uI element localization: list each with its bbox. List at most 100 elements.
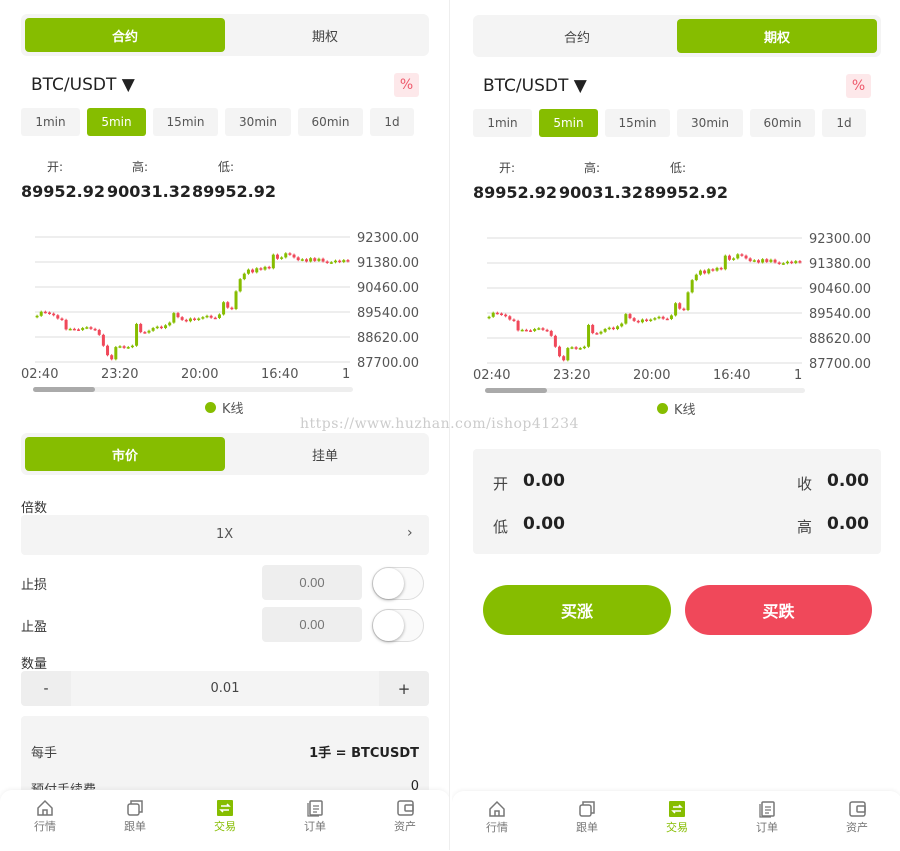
nav-item-copy[interactable]: 跟单 <box>90 790 180 850</box>
candle <box>603 327 607 333</box>
nav-item-wallet[interactable]: 资产 <box>360 790 449 850</box>
candle <box>130 344 134 349</box>
nav-item-order[interactable]: 订单 <box>722 791 812 851</box>
candle <box>790 260 794 265</box>
candle <box>230 306 234 311</box>
open-value: 89952.92 <box>473 183 558 202</box>
candle <box>213 316 217 320</box>
quantity-plus-button[interactable]: + <box>379 671 429 706</box>
candle <box>159 325 163 330</box>
candle <box>599 330 603 335</box>
tab-options[interactable]: 期权 <box>311 29 338 45</box>
quantity-input[interactable]: 0.01 <box>210 681 240 696</box>
interval-1min[interactable]: 1min <box>21 108 80 136</box>
candle <box>665 317 669 321</box>
interval-1min[interactable]: 1min <box>473 109 532 137</box>
nav-label: 行情 <box>486 821 508 834</box>
tab-market[interactable]: 市价 <box>25 437 225 471</box>
tab-contract[interactable]: 合约 <box>25 18 225 52</box>
candle <box>122 345 126 349</box>
buy-up-button[interactable]: 买涨 <box>483 585 671 635</box>
mode-tabs: 合约 期权 <box>473 15 881 57</box>
interval-5min[interactable]: 5min <box>87 108 146 136</box>
candle <box>284 252 288 259</box>
interval-60min[interactable]: 60min <box>750 109 815 137</box>
candle <box>114 345 118 361</box>
candle <box>325 260 329 264</box>
candle <box>765 258 769 263</box>
chevron-right-icon: › <box>407 525 413 541</box>
stop-loss-toggle[interactable] <box>372 567 424 600</box>
pair-selector[interactable]: BTC/USDT ▼ <box>31 75 135 95</box>
exchange-icon <box>669 801 685 817</box>
nav-item-order[interactable]: 订单 <box>270 790 360 850</box>
nav-item-home[interactable]: 行情 <box>0 790 90 850</box>
take-profit-input[interactable] <box>262 607 362 642</box>
interval-15min[interactable]: 15min <box>605 109 670 137</box>
buy-down-button[interactable]: 买跌 <box>685 585 872 635</box>
interval-15min[interactable]: 15min <box>153 108 218 136</box>
legend-dot-icon <box>205 402 216 413</box>
candle <box>636 319 640 324</box>
x-tick: 1 <box>342 367 351 382</box>
pair-selector[interactable]: BTC/USDT ▼ <box>483 76 587 96</box>
quantity-minus-button[interactable]: - <box>21 671 71 706</box>
chart-legend[interactable]: K线 <box>205 398 244 417</box>
scrollbar-thumb[interactable] <box>485 388 547 393</box>
candle <box>653 317 657 321</box>
candle <box>777 261 781 265</box>
take-profit-toggle[interactable] <box>372 609 424 642</box>
nav-item-home[interactable]: 行情 <box>452 791 542 851</box>
candle <box>226 301 230 309</box>
chart-legend[interactable]: K线 <box>657 399 696 418</box>
interval-1d[interactable]: 1d <box>370 108 414 136</box>
percent-button[interactable]: % <box>394 73 419 97</box>
candle <box>143 331 147 334</box>
x-tick: 23:20 <box>101 367 139 382</box>
kline-chart[interactable]: 92300.00 91380.00 90460.00 89540.00 88620.00… <box>0 222 450 367</box>
kline-chart[interactable]: 92300.00 91380.00 90460.00 89540.00 88620.00… <box>452 223 900 368</box>
x-tick: 20:00 <box>181 367 219 382</box>
interval-bar: 1min 5min 15min 30min 60min 1d <box>21 108 414 136</box>
candle <box>97 328 101 336</box>
candle <box>698 269 702 276</box>
candle <box>732 257 736 261</box>
interval-60min[interactable]: 60min <box>298 108 363 136</box>
chart-scrollbar[interactable] <box>33 387 353 392</box>
y-tick: 91380.00 <box>809 257 871 272</box>
candle <box>715 266 719 272</box>
stop-loss-input[interactable] <box>262 565 362 600</box>
scrollbar-thumb[interactable] <box>33 387 95 392</box>
nav-item-wallet[interactable]: 资产 <box>812 791 900 851</box>
interval-30min[interactable]: 30min <box>677 109 743 137</box>
candle <box>595 332 599 335</box>
interval-5min[interactable]: 5min <box>539 109 598 137</box>
high-label: 高: <box>132 160 149 174</box>
tab-contract[interactable]: 合约 <box>563 30 590 46</box>
candle <box>500 312 504 316</box>
candle <box>60 317 64 321</box>
candle <box>752 259 756 263</box>
tab-limit[interactable]: 挂单 <box>311 448 338 464</box>
candle <box>263 265 267 271</box>
nav-item-copy[interactable]: 跟单 <box>542 791 632 851</box>
multiplier-select[interactable]: 1X › <box>21 515 429 555</box>
candle <box>533 327 537 333</box>
y-tick: 89540.00 <box>357 306 419 321</box>
option-close-value: 0.00 <box>827 471 869 491</box>
interval-1d[interactable]: 1d <box>822 109 866 137</box>
candle <box>545 328 549 333</box>
candle <box>549 329 553 337</box>
tab-options[interactable]: 期权 <box>677 19 877 53</box>
candle <box>68 327 72 331</box>
candle <box>611 326 615 331</box>
nav-item-exchange[interactable]: 交易 <box>180 790 270 850</box>
candle <box>255 267 259 274</box>
interval-30min[interactable]: 30min <box>225 108 291 136</box>
quantity-stepper: - 0.01 + <box>21 671 429 706</box>
wallet-icon <box>397 800 414 816</box>
chart-scrollbar[interactable] <box>485 388 805 393</box>
bottom-nav: 行情 跟单 交易 订单 资产 <box>0 790 449 850</box>
percent-button[interactable]: % <box>846 74 871 98</box>
nav-item-exchange[interactable]: 交易 <box>632 791 722 851</box>
